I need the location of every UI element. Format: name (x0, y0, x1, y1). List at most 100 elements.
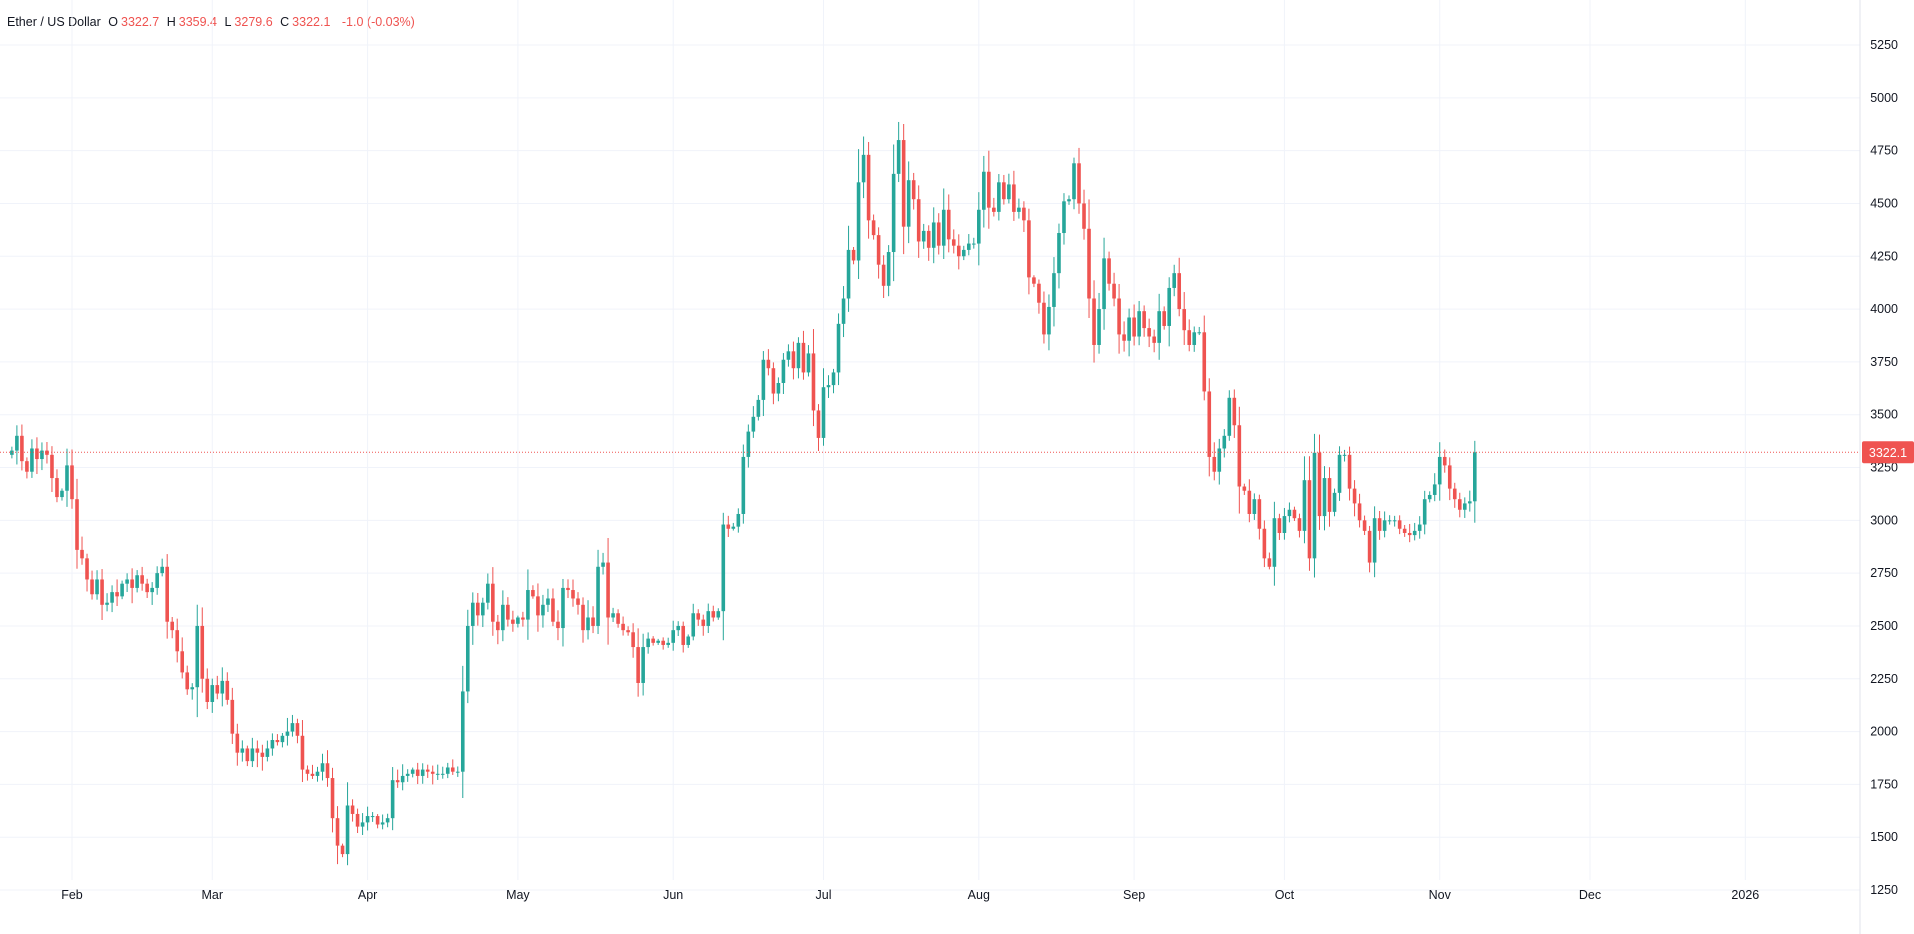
candle-body (601, 562, 605, 567)
candle-body (671, 630, 675, 643)
candle-body (55, 478, 59, 498)
candle-body (1112, 283, 1116, 299)
candle-body (1397, 520, 1402, 529)
price-axis[interactable]: 1250 1500 1750 2000 2250 2500 2750 3000 3250 3500… (1859, 0, 1898, 934)
candle-body (295, 723, 300, 736)
candle-body (831, 372, 836, 386)
candle-body (756, 399, 761, 417)
candle-body (841, 298, 846, 324)
candle-body (360, 822, 365, 827)
candle-body (716, 611, 721, 618)
candle-body (45, 450, 49, 455)
candle-body (1452, 488, 1457, 500)
candle-body (1102, 258, 1106, 310)
candle-body (936, 222, 941, 246)
candle-body (506, 604, 510, 620)
candle-body (596, 566, 600, 626)
candle-body (561, 587, 565, 629)
candle-body (1432, 484, 1437, 495)
candle-body (420, 769, 425, 776)
candle-body (1012, 184, 1016, 212)
candle-body (1122, 334, 1126, 341)
candle-body (220, 680, 225, 694)
candle-body (977, 209, 981, 244)
candle-body (1237, 425, 1242, 487)
candle-body (811, 353, 816, 411)
candle-body (1247, 490, 1252, 514)
candle-body (315, 771, 320, 776)
candle-body (100, 579, 104, 605)
time-tick-label: Apr (358, 888, 377, 902)
candle-body (1412, 530, 1417, 536)
candle-body (486, 583, 490, 603)
candle-body (1332, 492, 1337, 512)
candle-body (380, 822, 385, 825)
candle-body (195, 625, 200, 688)
candle-body (180, 651, 185, 673)
candle-body (656, 640, 660, 643)
candle-body (751, 416, 756, 432)
candle-body (50, 454, 54, 479)
candle-body (896, 140, 901, 174)
time-axis[interactable]: Feb Mar Apr May Jun Jul Aug Sep Oct Nov Dec 2026 (61, 888, 1759, 902)
candle-body (1202, 332, 1207, 392)
candle-body (741, 456, 746, 514)
grid-lines (0, 0, 1860, 891)
candle-body (465, 625, 470, 692)
candle-body (931, 222, 936, 248)
candle-body (1257, 499, 1262, 529)
candle-body (606, 562, 610, 618)
candle-body (1027, 220, 1031, 278)
candle-body (445, 767, 450, 774)
candle-body (250, 748, 255, 762)
candle-body (1072, 163, 1076, 200)
price-tick-label: 5250 (1870, 38, 1898, 52)
candle-body (921, 230, 926, 242)
candle-body (1047, 306, 1051, 335)
candle-body (536, 596, 540, 616)
close-value: 3322.1 (292, 15, 331, 29)
candle-body (1062, 201, 1066, 234)
candle-body (691, 613, 696, 637)
candle-body (1167, 287, 1171, 326)
candle-body (280, 735, 285, 743)
candle-body (1382, 520, 1387, 531)
candle-body (956, 245, 961, 257)
time-tick-label: Aug (968, 888, 990, 902)
candle-body (871, 220, 876, 236)
candle-body (1147, 328, 1151, 337)
price-tick-label: 4000 (1870, 302, 1898, 316)
candle-body (255, 748, 260, 753)
candle-body (170, 621, 174, 631)
candle-body (350, 805, 355, 814)
candle-body (776, 383, 781, 394)
candle-body (1317, 452, 1322, 517)
time-tick-label: Feb (61, 888, 83, 902)
candle-body (576, 598, 580, 605)
candle-body (435, 773, 440, 775)
candle-body (686, 636, 691, 645)
candle-body (1252, 499, 1257, 514)
price-tick-label: 3000 (1870, 513, 1898, 527)
time-tick-label: Sep (1123, 888, 1145, 902)
candle-body (185, 672, 190, 690)
candle-body (556, 621, 560, 629)
candle-body (160, 566, 164, 574)
candle-body (846, 249, 851, 299)
candle-body (210, 685, 215, 702)
candle-body (676, 625, 681, 631)
price-tick-label: 3500 (1870, 408, 1898, 422)
time-tick-label: Dec (1579, 888, 1601, 902)
candle-body (320, 763, 325, 772)
price-tick-label: 2500 (1870, 619, 1898, 633)
candle-body (1127, 317, 1131, 341)
candle-body (155, 573, 159, 588)
candle-body (1232, 397, 1237, 426)
candle-body (1342, 454, 1347, 456)
symbol-name: Ether / US Dollar (7, 15, 101, 29)
candle-body (205, 678, 210, 702)
candle-body (1057, 233, 1061, 274)
price-tick-label: 4750 (1870, 144, 1898, 158)
candle-body (1372, 518, 1377, 563)
